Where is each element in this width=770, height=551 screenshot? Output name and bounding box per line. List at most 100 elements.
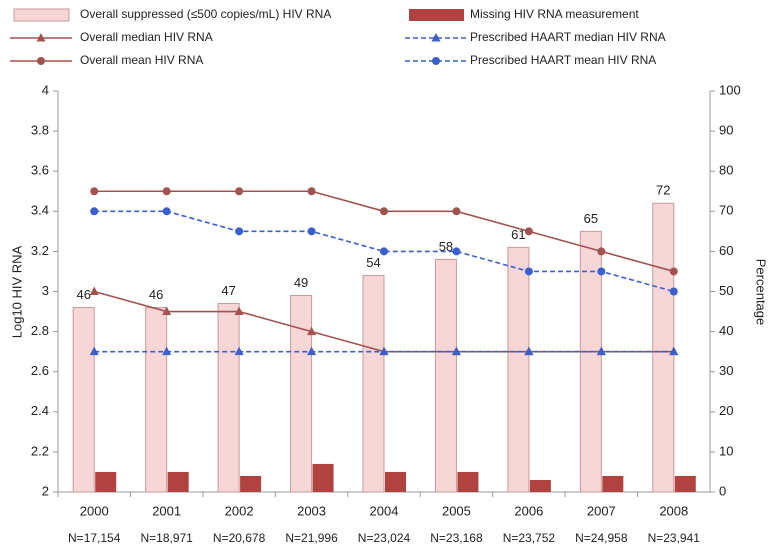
line-marker [234, 346, 244, 356]
line-marker [307, 227, 316, 236]
bar [579, 230, 602, 493]
line-marker [380, 207, 388, 216]
line-marker [597, 247, 606, 256]
y-axis-label: Log10 HIV RNA [9, 245, 24, 338]
bar-value-label: 58 [439, 239, 453, 254]
line-marker [524, 267, 533, 276]
legend-swatch [409, 9, 464, 21]
x-tick-label: 2005 [442, 503, 471, 518]
sample-size-label: N=23,941 [648, 531, 701, 545]
line-marker [90, 187, 99, 196]
sample-size-label: N=17,154 [68, 531, 121, 545]
line-marker [669, 346, 679, 356]
y2-axis-label: Percentage [754, 259, 769, 326]
y2-tick-label: 60 [719, 243, 733, 258]
y-tick-label: 3.8 [31, 123, 49, 138]
line-marker [162, 306, 172, 316]
line-marker [380, 247, 388, 256]
bar-value-label: 46 [149, 287, 163, 302]
sample-size-label: N=23,024 [358, 531, 411, 545]
x-tick-label: 2007 [587, 503, 616, 518]
bar [217, 303, 240, 493]
y-tick-label: 2.2 [31, 443, 49, 458]
line-marker [451, 346, 461, 356]
bar [457, 471, 479, 492]
line-marker [596, 346, 606, 356]
y-tick-label: 2.8 [31, 323, 49, 338]
line-marker [379, 346, 389, 356]
sample-size-label: N=18,971 [140, 531, 193, 545]
line-marker [307, 346, 317, 356]
sample-size-label: N=23,168 [430, 531, 483, 545]
y-tick-label: 2.4 [31, 403, 49, 418]
bar [529, 479, 551, 492]
bar-value-label: 46 [76, 287, 90, 302]
x-tick-label: 2000 [80, 503, 109, 518]
line-marker [524, 227, 533, 236]
bar [312, 463, 334, 492]
y-tick-label: 3.2 [31, 243, 49, 258]
line-marker [524, 346, 534, 356]
line-marker [597, 267, 606, 276]
bar-value-label: 72 [656, 183, 670, 198]
y2-tick-label: 80 [719, 163, 733, 178]
bar [507, 246, 530, 493]
y2-tick-label: 0 [719, 483, 726, 498]
legend-marker [432, 57, 440, 65]
legend-marker [431, 33, 441, 42]
line-marker [669, 287, 678, 296]
legend-label: Overall median HIV RNA [80, 30, 213, 44]
line-marker [235, 227, 244, 236]
bar [240, 475, 262, 492]
legend-label: Missing HIV RNA measurement [470, 7, 639, 21]
y-tick-label: 2.6 [31, 363, 49, 378]
y2-tick-label: 50 [719, 283, 733, 298]
bar [290, 295, 313, 493]
legend-label: Overall mean HIV RNA [80, 53, 203, 67]
line-marker [162, 187, 171, 196]
bar [145, 307, 168, 493]
bar-value-label: 54 [366, 255, 380, 270]
bar [602, 475, 624, 492]
line [94, 210, 674, 293]
line-marker [669, 267, 678, 276]
line-marker [307, 326, 317, 336]
legend-label: Overall suppressed (≤500 copies/mL) HIV … [80, 7, 331, 21]
bar-value-label: 49 [294, 275, 308, 290]
bar-value-label: 47 [221, 283, 235, 298]
bar [167, 471, 189, 492]
line-marker [307, 187, 316, 196]
bar [674, 475, 696, 492]
y-tick-label: 3 [42, 283, 49, 298]
y2-tick-label: 40 [719, 323, 733, 338]
x-tick-label: 2008 [659, 503, 688, 518]
x-tick-label: 2006 [514, 503, 543, 518]
x-tick-label: 2002 [225, 503, 254, 518]
bar [434, 258, 457, 493]
y2-tick-label: 20 [719, 403, 733, 418]
sample-size-label: N=21,996 [285, 531, 338, 545]
legend-swatch [13, 8, 70, 22]
bar [362, 274, 385, 493]
line-marker [90, 207, 99, 216]
y-tick-label: 3.6 [31, 163, 49, 178]
sample-size-label: N=24,958 [575, 531, 628, 545]
bar [385, 471, 406, 492]
bar [72, 307, 95, 493]
x-tick-label: 2001 [152, 503, 181, 518]
y-tick-label: 4 [42, 82, 49, 97]
legend-label: Prescribed HAART mean HIV RNA [470, 53, 656, 67]
line-marker [162, 207, 171, 216]
y2-tick-label: 90 [719, 123, 733, 138]
legend-marker [37, 57, 45, 65]
y2-tick-label: 30 [719, 363, 733, 378]
bar-value-label: 65 [584, 211, 598, 226]
x-tick-label: 2003 [297, 503, 326, 518]
line-marker [452, 247, 461, 256]
line-marker [235, 187, 244, 196]
sample-size-label: N=20,678 [213, 531, 266, 545]
line-marker [162, 346, 172, 356]
y-tick-label: 3.4 [31, 203, 49, 218]
line-marker [452, 207, 461, 216]
sample-size-label: N=23,752 [503, 531, 556, 545]
